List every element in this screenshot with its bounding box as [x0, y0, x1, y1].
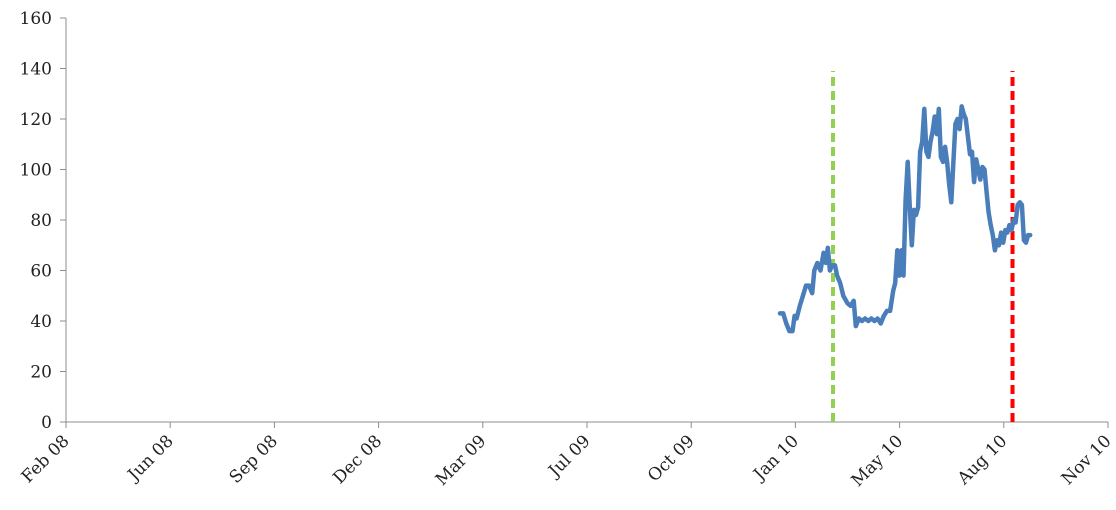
x-axis: Feb 08 Jun 08 Sep 08 Dec 08 Mar 09 Jul 09 Oct …: [18, 421, 1116, 491]
y-tick-label: 60: [30, 262, 52, 282]
y-tick-label: 80: [30, 211, 52, 231]
y-tick-label: 40: [30, 312, 52, 332]
x-tick-label: Sep 08: [226, 431, 282, 487]
x-tick-label: Aug 10: [953, 431, 1011, 489]
x-tick-label: Jun 08: [123, 431, 178, 486]
x-tick-label: Nov 10: [1058, 431, 1116, 489]
vertical-markers: [830, 71, 1015, 422]
x-tick-label: Mar 09: [432, 431, 490, 489]
x-tick-label: Feb 08: [18, 431, 74, 487]
y-axis: 0 20 40 60 80 100 120 140 160: [20, 9, 67, 433]
y-tick-label: 140: [20, 60, 52, 80]
x-tick-label: Jan 10: [749, 431, 803, 485]
series-line-1: [777, 104, 1033, 334]
series-group: [777, 104, 1033, 334]
y-tick-label: 20: [30, 363, 52, 383]
x-tick-label: Dec 08: [329, 431, 386, 488]
x-tick-label: Oct 09: [644, 431, 699, 486]
x-tick-label: May 10: [848, 431, 908, 491]
y-tick-label: 0: [41, 413, 52, 433]
y-tick-label: 120: [20, 110, 52, 130]
x-tick-label: Jul 09: [543, 431, 594, 482]
y-tick-label: 160: [20, 9, 52, 29]
y-tick-label: 100: [20, 161, 52, 181]
